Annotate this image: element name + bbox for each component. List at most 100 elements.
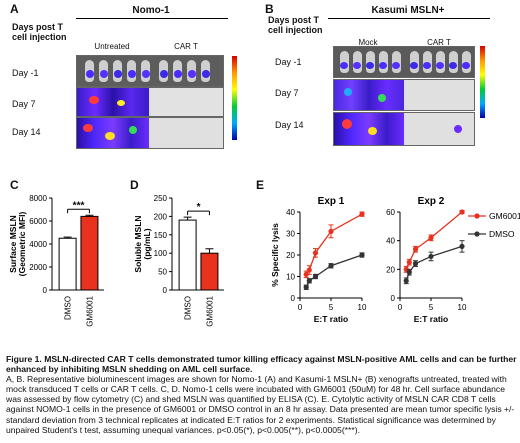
- y-tick-label: 6000: [29, 217, 47, 226]
- panel-b-title-rule: [328, 18, 490, 19]
- panel-a-letter: A: [10, 2, 19, 16]
- chart-title: Exp 2: [418, 196, 445, 207]
- x-axis-label: E:T ratio: [314, 314, 348, 324]
- x-tick-label: GM6001: [85, 295, 94, 326]
- panel-b-colorbar: [480, 46, 485, 118]
- point-dmso: [303, 284, 309, 290]
- y-tick-label: 50: [158, 268, 167, 277]
- y-tick-label: 8000: [29, 194, 47, 203]
- point-dmso: [312, 273, 319, 280]
- panel-b-cell-line: Kasumi MSLN+: [371, 5, 445, 16]
- chart-title: Exp 1: [318, 196, 345, 207]
- y-tick-label: 0: [43, 286, 48, 295]
- caption-body: A, B. Representative bioluminescent imag…: [6, 374, 515, 435]
- panel-b-day-3: Day 14: [275, 120, 304, 130]
- point-gm6001: [303, 271, 309, 277]
- x-axis-label: E:T ratio: [414, 314, 448, 324]
- legend-label-gm6001: GM6001: [489, 211, 520, 221]
- y-tick-label: 40: [386, 237, 395, 246]
- figure-caption: Figure 1. MSLN-directed CAR T cells demo…: [6, 354, 518, 435]
- point-dmso: [428, 253, 434, 260]
- panel-e-letter: E: [256, 178, 265, 192]
- panel-a-image-day-minus1: [76, 55, 224, 87]
- chart-d: 0 50 100 150 200 250 Soluble MSLN(pg/mL) DMSO GM…: [133, 194, 224, 327]
- legend-marker-dmso: [474, 231, 480, 237]
- y-tick-label: 20: [286, 251, 295, 260]
- panel-a-image-day7: [76, 87, 224, 117]
- y-tick-label: 10: [286, 273, 295, 282]
- x-tick-label: 5: [429, 303, 434, 312]
- panel-b-letter: B: [265, 2, 274, 16]
- chart-e-exp1: 0 10 20 30 40 0 5 10 Exp 1 E:T ratio % Specific ly…: [270, 196, 367, 324]
- panel-b-day-1: Day -1: [275, 57, 302, 67]
- y-axis-label: Surface MSLN(Geometric MFI): [8, 211, 27, 276]
- chart-e-exp2: 0 20 40 60 0 5 10 Exp 2 E:T ratio: [386, 196, 467, 324]
- point-gm6001: [459, 209, 465, 215]
- point-gm6001: [359, 211, 365, 217]
- point-dmso: [412, 261, 419, 267]
- panel-a-image-day14: [76, 117, 224, 149]
- point-gm6001: [406, 259, 412, 265]
- x-tick-label: 5: [329, 303, 334, 312]
- point-dmso: [306, 278, 312, 284]
- point-gm6001: [312, 250, 319, 256]
- y-tick-label: 40: [286, 208, 295, 217]
- point-gm6001: [412, 246, 419, 252]
- panel-b-header: Days post T cell injection: [268, 15, 323, 35]
- panel-b-group-1: Mock: [358, 38, 378, 47]
- x-tick-label: 10: [358, 303, 367, 312]
- y-tick-label: 200: [154, 212, 168, 221]
- series-line-dmso: [305, 254, 363, 288]
- y-tick-label: 20: [386, 265, 395, 274]
- panel-a-colorbar: [232, 56, 237, 140]
- point-dmso: [459, 243, 465, 249]
- x-tick-label: 0: [298, 303, 303, 312]
- point-dmso: [403, 278, 409, 284]
- y-tick-label: 30: [286, 230, 295, 239]
- point-dmso: [328, 263, 334, 269]
- panel-b-image-day14: [333, 112, 475, 146]
- y-tick-label: 2000: [29, 263, 47, 272]
- panel-a-header: Days post T cell injection: [12, 22, 67, 42]
- y-tick-label: 4000: [29, 240, 47, 249]
- point-gm6001: [328, 228, 334, 234]
- significance-label: ***: [73, 200, 85, 211]
- chart-e-legend: GM6001 DMSO: [468, 211, 520, 239]
- x-tick-label: GM6001: [205, 295, 214, 326]
- y-tick-label: 250: [154, 194, 168, 203]
- legend-marker-gm6001: [474, 213, 480, 219]
- point-dmso: [406, 269, 412, 275]
- x-tick-label: DMSO: [64, 296, 73, 320]
- panel-c-letter: C: [10, 178, 19, 192]
- point-dmso: [359, 252, 365, 258]
- panel-a-title-rule: [76, 18, 228, 19]
- panel-b-day-2: Day 7: [275, 88, 299, 98]
- panel-a-day-1: Day -1: [12, 68, 39, 78]
- bar-dmso: [58, 237, 77, 291]
- y-axis-label: Soluble MSLN(pg/mL): [133, 215, 152, 272]
- y-axis-label: % Specific lysis: [270, 223, 280, 287]
- y-tick-label: 0: [163, 286, 168, 295]
- y-tick-label: 150: [154, 231, 168, 240]
- y-tick-label: 0: [391, 294, 396, 303]
- point-gm6001: [306, 267, 312, 273]
- panel-a-group-1: Untreated: [94, 42, 130, 51]
- panel-b-image-day-minus1: [333, 46, 475, 78]
- y-tick-label: 60: [386, 208, 395, 217]
- panel-b-group-2: CAR T: [427, 38, 451, 47]
- legend-label-dmso: DMSO: [489, 229, 515, 239]
- bar-gm6001: [200, 252, 219, 291]
- panel-a-cell-line: Nomo-1: [132, 5, 170, 16]
- significance-label: *: [197, 202, 201, 213]
- panel-a-day-2: Day 7: [12, 99, 36, 109]
- panel-a-group-2: CAR T: [174, 42, 198, 51]
- caption-title: Figure 1. MSLN-directed CAR T cells demo…: [6, 354, 517, 375]
- panel-b-image-day7: [333, 79, 475, 111]
- y-tick-label: 100: [154, 249, 168, 258]
- panel-a-day-3: Day 14: [12, 127, 41, 137]
- y-tick-label: 0: [291, 294, 296, 303]
- bar-dmso: [178, 219, 197, 291]
- x-tick-label: DMSO: [184, 296, 193, 320]
